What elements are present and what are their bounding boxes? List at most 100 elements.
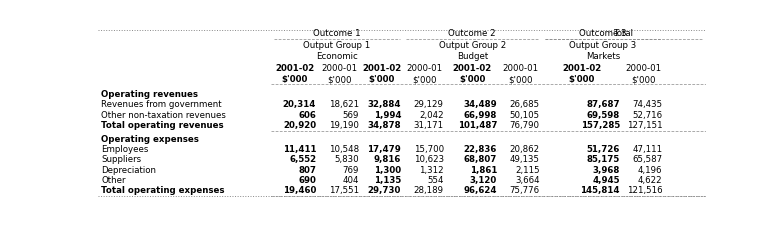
- Text: 690: 690: [298, 176, 316, 185]
- Text: 9,816: 9,816: [374, 155, 401, 164]
- Text: 17,551: 17,551: [328, 186, 358, 195]
- Text: 3,120: 3,120: [470, 176, 497, 185]
- Text: 4,196: 4,196: [638, 165, 662, 174]
- Text: 2001-02: 2001-02: [452, 64, 492, 73]
- Text: Outcome 2: Outcome 2: [448, 29, 496, 38]
- Text: Output Group 1: Output Group 1: [303, 41, 371, 50]
- Text: 1,994: 1,994: [374, 110, 401, 120]
- Text: 5,830: 5,830: [334, 155, 358, 164]
- Text: 68,807: 68,807: [464, 155, 497, 164]
- Text: 96,624: 96,624: [463, 186, 497, 195]
- Text: $'000: $'000: [508, 75, 532, 84]
- Text: 75,776: 75,776: [510, 186, 539, 195]
- Text: Depreciation: Depreciation: [101, 165, 156, 174]
- Text: 145,814: 145,814: [580, 186, 620, 195]
- Text: 569: 569: [343, 110, 358, 120]
- Text: $'000: $'000: [281, 75, 308, 84]
- Text: Revenues from government: Revenues from government: [101, 100, 222, 109]
- Text: 6,552: 6,552: [289, 155, 316, 164]
- Text: 807: 807: [298, 165, 316, 174]
- Text: 3,968: 3,968: [593, 165, 620, 174]
- Text: 3,664: 3,664: [515, 176, 539, 185]
- Text: 2000-01: 2000-01: [406, 64, 442, 73]
- Text: 404: 404: [342, 176, 358, 185]
- Text: Budget: Budget: [456, 52, 488, 61]
- Text: Operating expenses: Operating expenses: [101, 135, 199, 143]
- Text: 1,300: 1,300: [374, 165, 401, 174]
- Text: 87,687: 87,687: [586, 100, 620, 109]
- Text: 22,836: 22,836: [464, 145, 497, 154]
- Text: 15,700: 15,700: [414, 145, 444, 154]
- Text: 76,790: 76,790: [510, 121, 539, 130]
- Text: Markets: Markets: [586, 52, 620, 61]
- Text: 34,489: 34,489: [463, 100, 497, 109]
- Text: 4,622: 4,622: [638, 176, 662, 185]
- Text: Outcome 1: Outcome 1: [314, 29, 361, 38]
- Text: 769: 769: [343, 165, 358, 174]
- Text: 2000-01: 2000-01: [625, 64, 661, 73]
- Text: 606: 606: [298, 110, 316, 120]
- Text: Total operating revenues: Total operating revenues: [101, 121, 223, 130]
- Text: Other non-taxation revenues: Other non-taxation revenues: [101, 110, 226, 120]
- Text: $'000: $'000: [327, 75, 351, 84]
- Text: 17,479: 17,479: [368, 145, 401, 154]
- Text: 554: 554: [427, 176, 444, 185]
- Text: 127,151: 127,151: [627, 121, 662, 130]
- Text: 65,587: 65,587: [633, 155, 662, 164]
- Text: 52,716: 52,716: [633, 110, 662, 120]
- Text: 11,411: 11,411: [282, 145, 316, 154]
- Text: Operating revenues: Operating revenues: [101, 90, 198, 99]
- Text: 4,945: 4,945: [593, 176, 620, 185]
- Text: Other: Other: [101, 176, 125, 185]
- Text: 19,460: 19,460: [283, 186, 316, 195]
- Text: $'000: $'000: [568, 75, 595, 84]
- Text: 10,548: 10,548: [328, 145, 358, 154]
- Text: $'000: $'000: [459, 75, 485, 84]
- Text: 2000-01: 2000-01: [503, 64, 539, 73]
- Text: 69,598: 69,598: [586, 110, 620, 120]
- Text: 20,314: 20,314: [283, 100, 316, 109]
- Text: 26,685: 26,685: [510, 100, 539, 109]
- Text: 2000-01: 2000-01: [321, 64, 358, 73]
- Text: Employees: Employees: [101, 145, 148, 154]
- Text: 85,175: 85,175: [586, 155, 620, 164]
- Text: 2001-02: 2001-02: [275, 64, 314, 73]
- Text: 50,105: 50,105: [510, 110, 539, 120]
- Text: 1,135: 1,135: [374, 176, 401, 185]
- Text: 2,115: 2,115: [515, 165, 539, 174]
- Text: $'000: $'000: [412, 75, 437, 84]
- Text: 32,884: 32,884: [368, 100, 401, 109]
- Text: Output Group 3: Output Group 3: [569, 41, 637, 50]
- Text: 18,621: 18,621: [328, 100, 358, 109]
- Text: Total operating expenses: Total operating expenses: [101, 186, 224, 195]
- Text: 2,042: 2,042: [419, 110, 444, 120]
- Text: 20,920: 20,920: [283, 121, 316, 130]
- Text: Outcome 3: Outcome 3: [579, 29, 626, 38]
- Text: 2001-02: 2001-02: [562, 64, 601, 73]
- Text: 10,623: 10,623: [414, 155, 444, 164]
- Text: 2001-02: 2001-02: [362, 64, 401, 73]
- Text: 19,190: 19,190: [328, 121, 358, 130]
- Text: 34,878: 34,878: [368, 121, 401, 130]
- Text: 49,135: 49,135: [510, 155, 539, 164]
- Text: 66,998: 66,998: [464, 110, 497, 120]
- Text: 51,726: 51,726: [586, 145, 620, 154]
- Text: 121,516: 121,516: [627, 186, 662, 195]
- Text: 101,487: 101,487: [458, 121, 497, 130]
- Text: 29,730: 29,730: [368, 186, 401, 195]
- Text: 1,861: 1,861: [470, 165, 497, 174]
- Text: 28,189: 28,189: [414, 186, 444, 195]
- Text: 1,312: 1,312: [419, 165, 444, 174]
- Text: 29,129: 29,129: [414, 100, 444, 109]
- Text: 47,111: 47,111: [633, 145, 662, 154]
- Text: Economic: Economic: [316, 52, 358, 61]
- Text: 20,862: 20,862: [510, 145, 539, 154]
- Text: 31,171: 31,171: [414, 121, 444, 130]
- Text: 157,285: 157,285: [581, 121, 620, 130]
- Text: $'000: $'000: [368, 75, 395, 84]
- Text: $'000: $'000: [631, 75, 655, 84]
- Text: 74,435: 74,435: [633, 100, 662, 109]
- Text: Total: Total: [614, 29, 633, 38]
- Text: Suppliers: Suppliers: [101, 155, 141, 164]
- Text: Output Group 2: Output Group 2: [439, 41, 506, 50]
